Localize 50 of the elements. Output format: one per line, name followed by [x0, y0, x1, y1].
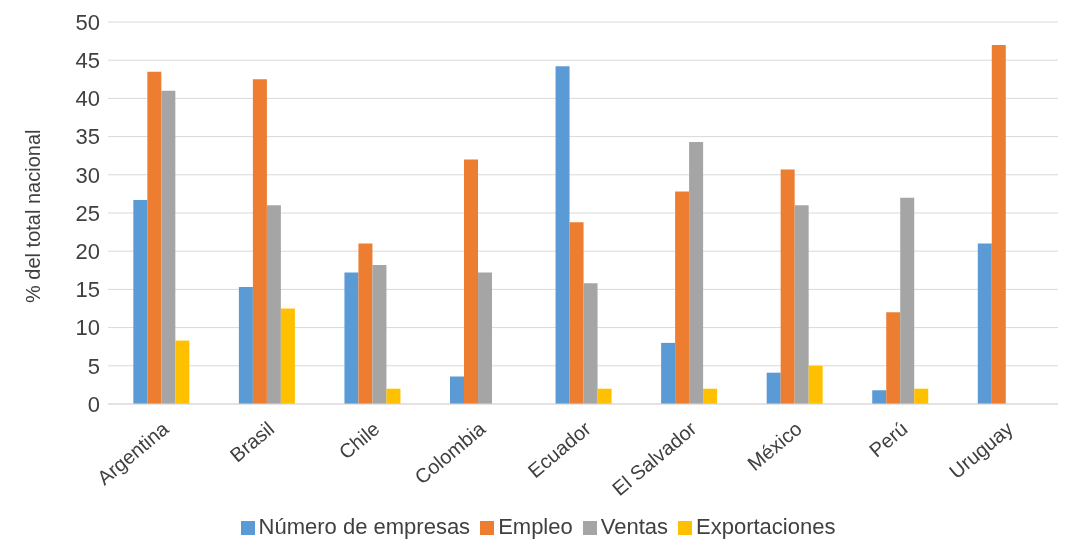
y-tick-label: 15	[75, 277, 100, 303]
y-tick-label: 0	[87, 391, 100, 417]
bar	[358, 243, 373, 404]
y-tick-label: 20	[75, 239, 100, 265]
bar	[675, 191, 690, 404]
bar	[977, 243, 992, 404]
y-tick-label: 40	[75, 86, 100, 112]
bar	[766, 372, 781, 404]
legend-label: Empleo	[498, 514, 573, 539]
bar	[238, 287, 253, 404]
bar	[555, 66, 570, 404]
bar	[161, 90, 176, 404]
bar	[266, 205, 281, 404]
bar	[478, 272, 492, 404]
legend-label: Número de empresas	[258, 514, 471, 539]
bar	[372, 264, 387, 404]
bar	[280, 308, 295, 404]
bar	[464, 159, 478, 404]
bar	[583, 283, 598, 404]
bar	[386, 388, 401, 404]
y-tick-label: 30	[75, 162, 100, 188]
bar	[175, 340, 190, 404]
bar	[900, 197, 915, 404]
y-tick-label: 45	[75, 48, 100, 74]
bar	[344, 272, 359, 404]
y-tick-label: 25	[75, 200, 100, 226]
bar	[661, 342, 676, 404]
legend-label: Exportaciones	[696, 514, 836, 539]
bar	[597, 388, 612, 404]
y-tick-label: 5	[87, 353, 100, 379]
bar	[914, 388, 929, 404]
bar	[252, 79, 267, 404]
x-tick-label: Chile	[334, 417, 384, 464]
bar	[780, 169, 795, 404]
bar	[991, 44, 1006, 404]
bar	[147, 71, 162, 404]
bar	[569, 222, 584, 404]
y-tick-label: 35	[75, 124, 100, 150]
bar	[872, 390, 887, 404]
bar	[703, 388, 718, 404]
bar	[689, 141, 704, 404]
bar	[133, 200, 148, 404]
bar	[794, 205, 809, 404]
bar	[450, 376, 464, 404]
y-axis-title: % del total nacional	[22, 129, 45, 303]
legend-label: Ventas	[600, 514, 668, 539]
y-tick-label: 10	[75, 315, 100, 341]
bar	[808, 365, 823, 404]
y-tick-label: 50	[75, 9, 100, 35]
bar	[886, 312, 901, 404]
